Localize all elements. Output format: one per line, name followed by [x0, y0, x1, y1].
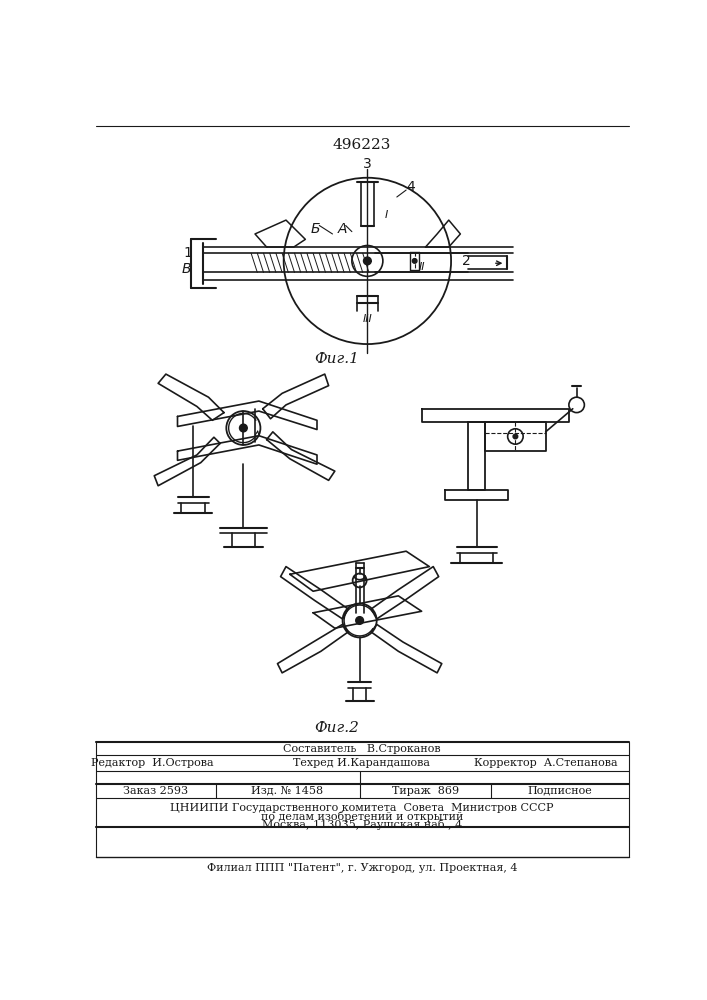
Circle shape: [513, 434, 518, 439]
Text: 1: 1: [183, 246, 192, 260]
Text: Заказ 2593: Заказ 2593: [123, 786, 188, 796]
Text: Редактор  И.Острова: Редактор И.Острова: [91, 758, 214, 768]
Text: ЦНИИПИ Государственного комитета  Совета  Министров СССР: ЦНИИПИ Государственного комитета Совета …: [170, 803, 554, 813]
Text: Фиг.1: Фиг.1: [314, 352, 359, 366]
Text: Изд. № 1458: Изд. № 1458: [252, 786, 324, 796]
Circle shape: [412, 259, 417, 263]
Text: А: А: [338, 222, 347, 236]
Text: II: II: [419, 262, 425, 272]
Text: 4: 4: [407, 180, 415, 194]
Text: Филиал ППП "Патент", г. Ужгород, ул. Проектная, 4: Филиал ППП "Патент", г. Ужгород, ул. Про…: [206, 863, 518, 873]
Text: I: I: [385, 210, 388, 220]
Text: Корректор  А.Степанова: Корректор А.Степанова: [474, 758, 617, 768]
Text: 2: 2: [462, 254, 471, 268]
Text: Москва, 113035, Раушская наб., 4: Москва, 113035, Раушская наб., 4: [262, 819, 462, 830]
Text: В: В: [181, 262, 191, 276]
Text: Подписное: Подписное: [527, 786, 592, 796]
Text: 3: 3: [363, 157, 372, 171]
Circle shape: [356, 617, 363, 624]
Text: Б: Б: [310, 222, 320, 236]
Circle shape: [363, 257, 371, 265]
Text: 496223: 496223: [333, 138, 391, 152]
Text: Фиг.2: Фиг.2: [314, 721, 359, 735]
Circle shape: [240, 424, 247, 432]
Text: Техред И.Карандашова: Техред И.Карандашова: [293, 758, 431, 768]
Text: по делам изобретений и открытий: по делам изобретений и открытий: [261, 811, 463, 822]
Text: III: III: [363, 314, 373, 324]
Text: Тираж  869: Тираж 869: [392, 786, 459, 796]
Text: Составитель   В.Строканов: Составитель В.Строканов: [283, 744, 440, 754]
